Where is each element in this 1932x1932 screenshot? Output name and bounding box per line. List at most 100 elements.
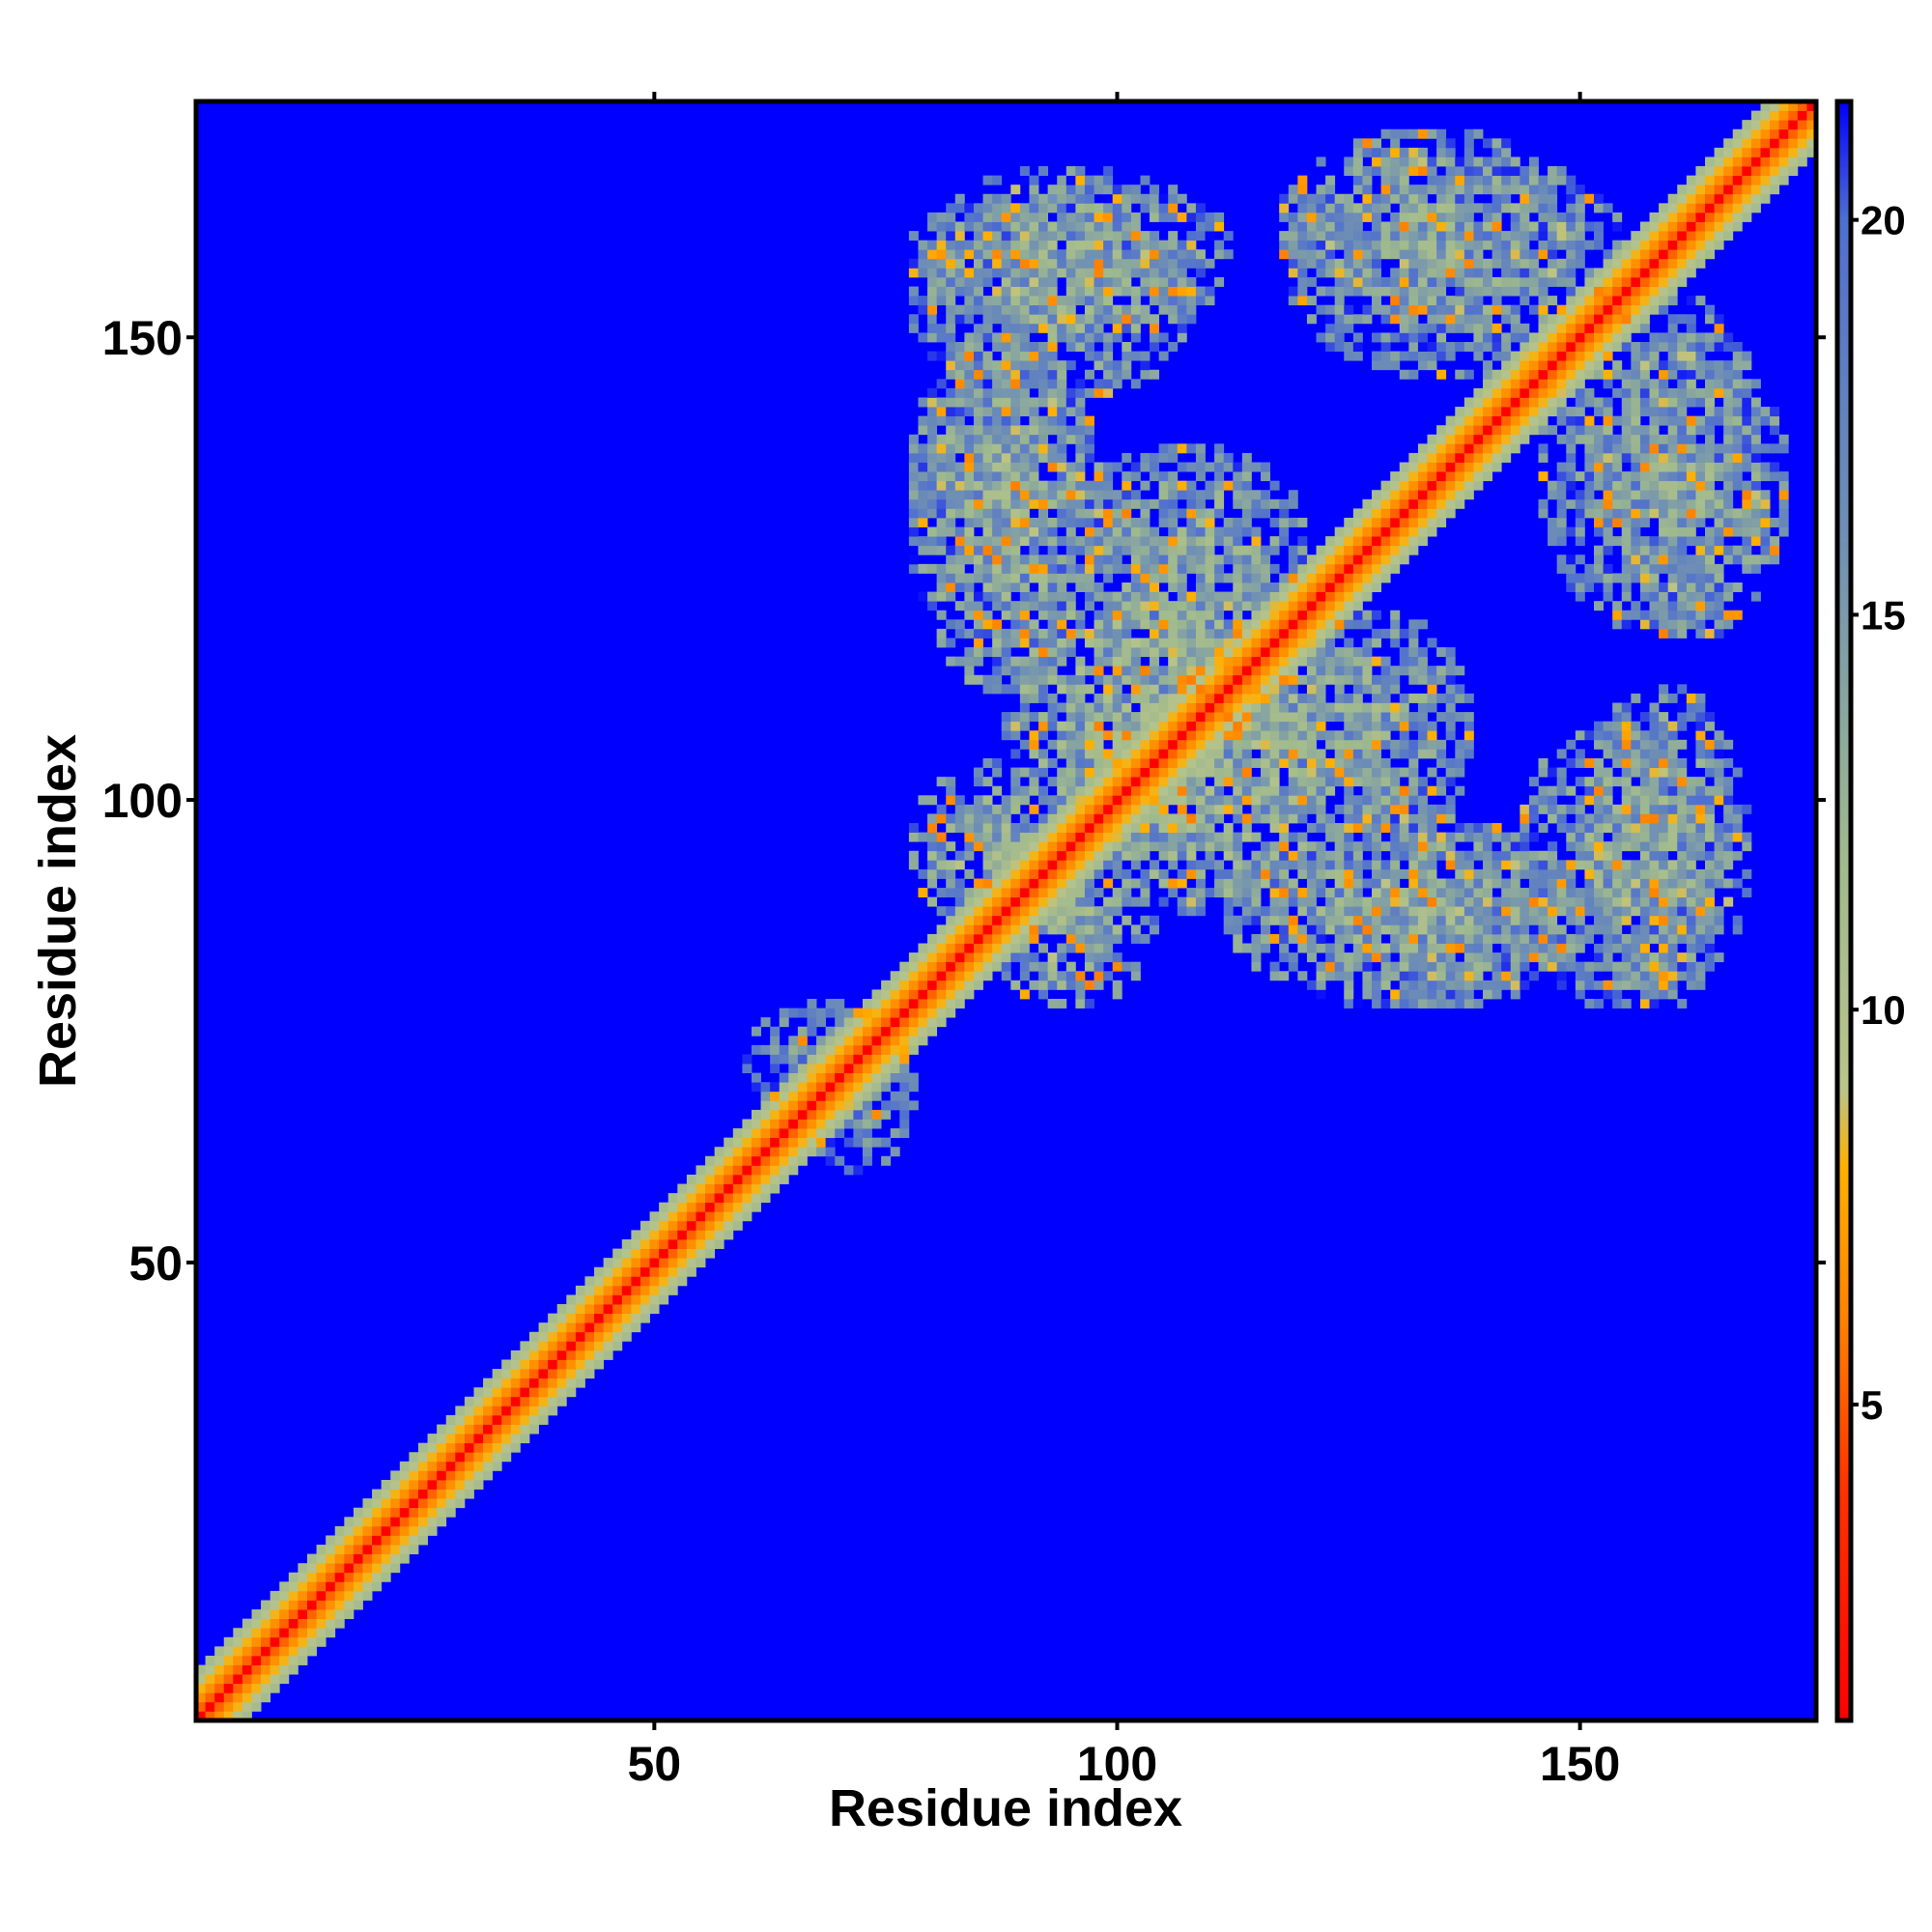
heatmap-cell (1390, 888, 1401, 898)
heatmap-cell (1483, 332, 1492, 343)
heatmap-cell (899, 1100, 910, 1111)
heatmap-cell (1130, 674, 1141, 685)
heatmap-cell (1075, 185, 1086, 195)
heatmap-cell (1473, 832, 1484, 842)
heatmap-cell (964, 296, 975, 306)
heatmap-cell (946, 906, 956, 917)
heatmap-cell (927, 868, 938, 879)
heatmap-cell (1094, 804, 1104, 814)
heatmap-cell (1510, 379, 1520, 389)
heatmap-cell (1177, 832, 1187, 842)
heatmap-cell (1233, 767, 1243, 778)
heatmap-cell (1223, 850, 1234, 861)
heatmap-cell (1399, 832, 1409, 842)
heatmap-cell (1233, 462, 1243, 472)
heatmap-cell (1122, 545, 1132, 555)
heatmap-cell (1019, 286, 1030, 297)
heatmap-cell (1122, 304, 1132, 315)
heatmap-cell (946, 240, 956, 250)
heatmap-cell (1417, 490, 1428, 500)
heatmap-cell (1195, 739, 1206, 750)
heatmap-cell (946, 573, 956, 583)
heatmap-cell (612, 1304, 623, 1315)
heatmap-cell (1177, 582, 1187, 592)
heatmap-cell (1084, 434, 1094, 444)
heatmap-cell (1010, 943, 1021, 953)
heatmap-cell (223, 1692, 234, 1703)
heatmap-cell (1501, 166, 1512, 177)
heatmap-cell (1390, 777, 1401, 787)
heatmap-cell (455, 1498, 466, 1509)
heatmap-cell (1408, 638, 1419, 648)
heatmap-cell (575, 1331, 585, 1342)
heatmap-cell (1380, 888, 1391, 898)
heatmap-cell (1269, 721, 1280, 731)
heatmap-cell (1492, 906, 1502, 917)
heatmap-cell (982, 231, 993, 242)
heatmap-cell (1408, 471, 1419, 482)
heatmap-cell (1186, 591, 1197, 602)
heatmap-cell (1501, 896, 1512, 907)
heatmap-cell (843, 1100, 854, 1111)
heatmap-cell (1334, 296, 1345, 306)
heatmap-cell (1047, 757, 1058, 768)
heatmap-cell (584, 1369, 595, 1379)
heatmap-cell (316, 1553, 327, 1564)
heatmap-cell (1510, 276, 1520, 287)
heatmap-cell (1455, 231, 1465, 242)
heatmap-cell (1150, 610, 1160, 620)
heatmap-cell (1269, 785, 1280, 796)
heatmap-cell (1112, 185, 1122, 195)
heatmap-cell (1316, 712, 1326, 723)
heatmap-cell (1251, 601, 1262, 611)
heatmap-cell (1084, 249, 1094, 260)
heatmap-cell (556, 1359, 567, 1370)
heatmap-cell (1297, 185, 1308, 195)
heatmap-cell (1352, 582, 1363, 592)
heatmap-cell (1094, 813, 1104, 824)
heatmap-cell (1399, 508, 1409, 519)
heatmap-cell (1019, 231, 1030, 242)
heatmap-cell (334, 1600, 345, 1610)
heatmap-cell (1473, 286, 1484, 297)
heatmap-cell (724, 1137, 734, 1148)
heatmap-cell (853, 1072, 864, 1083)
heatmap-cell (1427, 203, 1437, 213)
heatmap-cell (1168, 674, 1179, 685)
heatmap-cell (1103, 249, 1114, 260)
heatmap-cell (1233, 795, 1243, 806)
heatmap-cell (705, 1202, 716, 1212)
heatmap-cell (1473, 276, 1484, 287)
heatmap-cell (1399, 749, 1409, 759)
heatmap-cell (1241, 480, 1252, 491)
heatmap-cell (1261, 647, 1271, 658)
heatmap-cell (1501, 850, 1512, 861)
heatmap-cell (196, 1711, 206, 1721)
heatmap-cell (918, 268, 928, 278)
heatmap-cell (381, 1553, 391, 1564)
heatmap-cell (1130, 471, 1141, 482)
heatmap-cell (1168, 185, 1179, 195)
heatmap-cell (1130, 554, 1141, 565)
heatmap-cell (1168, 785, 1179, 796)
heatmap-cell (1306, 582, 1317, 592)
heatmap-cell (1057, 868, 1067, 879)
heatmap-cell (306, 1609, 317, 1620)
heatmap-cell (973, 943, 983, 953)
heatmap-cell (696, 1174, 706, 1184)
heatmap-cell (954, 924, 965, 935)
heatmap-cell (1112, 656, 1122, 667)
heatmap-cell (214, 1711, 225, 1721)
heatmap-cell (1288, 832, 1298, 842)
heatmap-cell (686, 1266, 696, 1277)
heatmap-cell (1084, 443, 1094, 454)
heatmap-cell (936, 249, 947, 260)
heatmap-cell (1214, 638, 1225, 648)
heatmap-cell (1344, 193, 1354, 204)
heatmap-cell (946, 471, 956, 482)
heatmap-cell (1130, 240, 1141, 250)
heatmap-cell (1075, 193, 1086, 204)
heatmap-cell (1325, 314, 1336, 325)
heatmap-cell (427, 1470, 438, 1481)
heatmap-cell (594, 1276, 605, 1287)
